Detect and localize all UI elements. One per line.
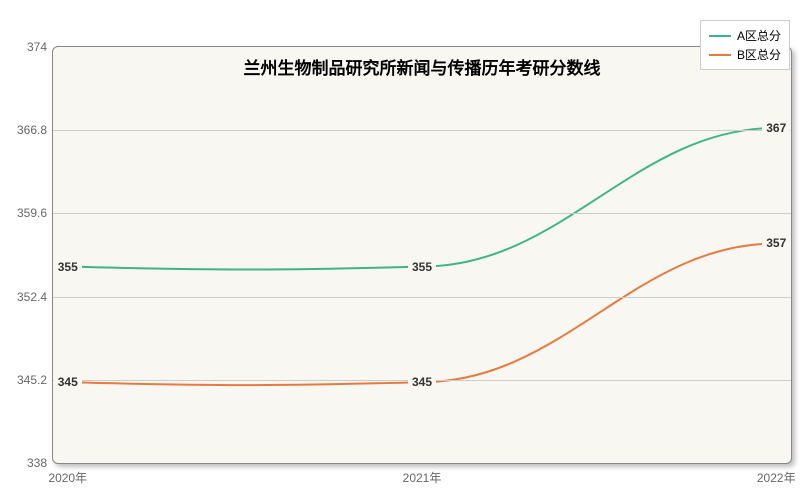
- grid-line: [53, 130, 791, 131]
- y-axis-tick: 338: [27, 456, 47, 470]
- x-axis-tick: 2022年: [757, 469, 796, 486]
- y-axis-tick: 345.2: [17, 373, 47, 387]
- legend-swatch: [709, 54, 731, 56]
- grid-line: [53, 297, 791, 298]
- data-label: 345: [54, 375, 82, 389]
- data-label: 367: [762, 121, 790, 135]
- legend-label: A区总分: [737, 27, 781, 44]
- chart-container: 338 345.2 352.4 359.6 366.8 374 2020年 2021年 2022…: [0, 0, 800, 500]
- y-axis-tick: 366.8: [17, 123, 47, 137]
- data-label: 357: [762, 236, 790, 250]
- data-label: 345: [408, 375, 436, 389]
- series-line: [68, 128, 776, 270]
- data-label: 355: [408, 260, 436, 274]
- line-series-layer: [53, 47, 791, 463]
- y-axis-tick: 359.6: [17, 206, 47, 220]
- chart-title: 兰州生物制品研究所新闻与传播历年考研分数线: [185, 54, 659, 79]
- plot-area: 338345.2352.4359.6366.83742020年2021年2022…: [52, 46, 792, 464]
- x-axis-tick: 2020年: [48, 469, 87, 486]
- x-axis-tick: 2021年: [403, 469, 442, 486]
- y-axis-tick: 352.4: [17, 290, 47, 304]
- legend-swatch: [709, 35, 731, 37]
- legend-item: B区总分: [709, 46, 781, 63]
- legend-label: B区总分: [737, 46, 781, 63]
- grid-line: [53, 213, 791, 214]
- legend: A区总分 B区总分: [700, 20, 790, 70]
- legend-item: A区总分: [709, 27, 781, 44]
- data-label: 355: [54, 260, 82, 274]
- y-axis-tick: 374: [27, 40, 47, 54]
